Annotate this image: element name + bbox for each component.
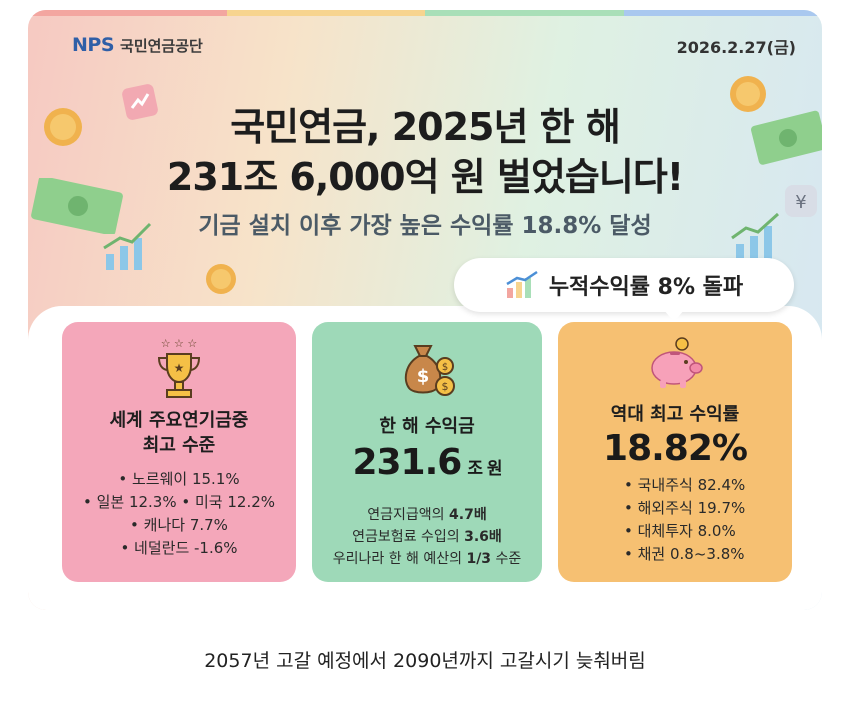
post-caption: 2057년 고갈 예정에서 2090년까지 고갈시기 늦춰버림 <box>204 650 646 672</box>
annual-profit-title: 한 해 수익금 <box>379 416 475 437</box>
publish-date: 2026.2.27(금) <box>676 38 796 57</box>
svg-text:★: ★ <box>174 361 185 375</box>
nps-logo: NPS 국민연금공단 <box>72 34 203 56</box>
cumulative-return-bubble: 누적수익률 8% 돌파 <box>454 258 794 322</box>
list-item: • 노르웨이 15.1% <box>118 470 240 488</box>
list-item: 연금지급액의 4.7배 <box>312 504 542 526</box>
comparison-text: 연금지급액의 <box>367 507 450 523</box>
piggy-bank-icon <box>651 337 703 388</box>
list-item: • 일본 12.3% • 미국 12.2% <box>82 493 276 511</box>
record-return-breakdown: • 국내주식 82.4% • 해외주식 19.7% • 대체투자 8.0% • … <box>558 474 792 566</box>
yen-coin-icon: ¥ <box>785 185 817 217</box>
svg-text:☆ ☆ ☆: ☆ ☆ ☆ <box>161 337 198 350</box>
annual-profit-comparisons: 연금지급액의 4.7배 연금보험료 수입의 3.6배 우리나라 한 해 예산의 … <box>312 504 542 570</box>
annual-profit-number: 231.6 <box>352 442 462 483</box>
annual-profit-box: $ $ $ 한 해 수익금 231.6 조 원 연금지급액의 4.7배 연금보험료… <box>312 322 542 582</box>
growth-chart-icon <box>731 212 780 262</box>
coin-icon <box>730 76 766 112</box>
headline-line-2: 231조 6,000억 원 벌었습니다! <box>166 155 684 199</box>
world-ranking-title: 세계 주요연기금중 최고 수준 <box>62 408 296 458</box>
svg-text:$: $ <box>442 380 449 393</box>
list-item: • 채권 0.8~3.8% <box>624 545 745 563</box>
org-name: 국민연금공단 <box>120 36 203 55</box>
list-item: • 캐나다 7.7% <box>130 516 228 534</box>
svg-text:$: $ <box>442 362 448 373</box>
growth-chart-icon <box>103 222 152 270</box>
comparison-text: 연금보험료 수입의 <box>352 529 465 545</box>
cumulative-return-text: 누적수익률 8% 돌파 <box>548 275 744 300</box>
annual-profit-unit: 조 원 <box>467 459 502 479</box>
record-return-box: 역대 최고 수익률 18.82% • 국내주식 82.4% • 해외주식 19.… <box>558 322 792 582</box>
record-return-title: 역대 최고 수익률 <box>610 404 740 425</box>
subheadline: 기금 설치 이후 가장 높은 수익률 18.8% 달성 <box>198 213 652 239</box>
money-bill-icon <box>751 110 822 165</box>
comparison-value: 1/3 <box>466 551 492 567</box>
world-ranking-title-line-2: 최고 수준 <box>142 435 216 456</box>
trophy-icon: ☆ ☆ ☆ ★ <box>157 337 201 398</box>
list-item: 연금보험료 수입의 3.6배 <box>312 526 542 548</box>
world-ranking-box: ☆ ☆ ☆ ★ 세계 주요연기금중 최고 수준 • 노르웨이 15.1% • 일… <box>62 322 296 582</box>
svg-text:$: $ <box>417 366 430 387</box>
list-item: • 해외주식 19.7% <box>624 499 746 517</box>
infographic-card: ¥ NPS 국민연금공단 2026.2.27(금) 국민연금, 2025년 한 … <box>28 10 822 610</box>
headline-line-1: 국민연금, 2025년 한 해 <box>230 105 621 149</box>
world-ranking-title-line-1: 세계 주요연기금중 <box>109 410 249 431</box>
svg-text:¥: ¥ <box>795 192 806 213</box>
bar-chart-rising-icon <box>506 270 538 298</box>
comparison-value: 4.7배 <box>449 507 487 523</box>
comparison-value: 3.6배 <box>464 529 502 545</box>
top-color-stripe <box>28 10 822 16</box>
record-return-value: 18.82% <box>603 428 748 469</box>
list-item: • 국내주식 82.4% <box>624 476 746 494</box>
list-item: • 대체투자 8.0% <box>624 522 736 540</box>
annual-profit-value: 231.6 조 원 <box>312 442 542 483</box>
coin-icon <box>206 264 236 294</box>
money-bag-icon: $ $ $ <box>404 345 455 396</box>
list-item: 우리나라 한 해 예산의 1/3 수준 <box>312 548 542 570</box>
stock-card-icon <box>122 84 158 120</box>
coin-icon <box>44 108 82 146</box>
comparison-suffix: 수준 <box>491 551 522 567</box>
nps-logo-mark: NPS <box>72 34 115 56</box>
money-bill-icon <box>31 178 123 234</box>
list-item: • 네덜란드 -1.6% <box>120 539 238 557</box>
world-ranking-list: • 노르웨이 15.1% • 일본 12.3% • 미국 12.2% • 캐나다… <box>62 468 296 560</box>
comparison-text: 우리나라 한 해 예산의 <box>332 551 467 567</box>
